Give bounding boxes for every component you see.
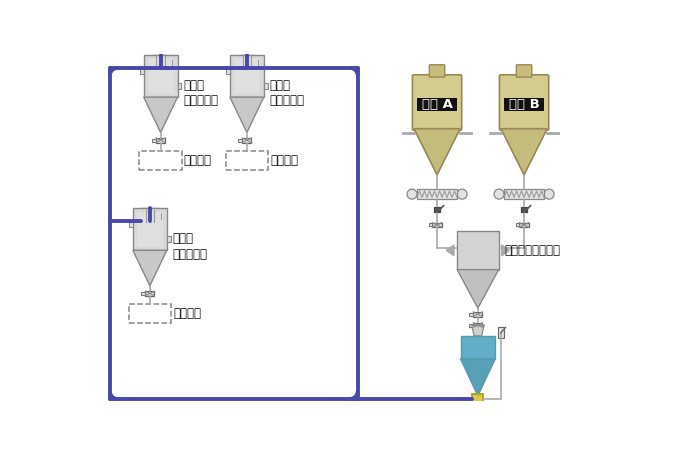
- Polygon shape: [460, 359, 495, 396]
- Text: ホッパ
（送り先）: ホッパ （送り先）: [269, 79, 304, 107]
- Bar: [141, 292, 146, 295]
- Bar: [515, 223, 520, 226]
- Bar: [239, 139, 242, 142]
- Text: ホッパ
（送り先）: ホッパ （送り先）: [172, 233, 207, 261]
- Bar: [417, 98, 457, 111]
- Bar: [148, 58, 173, 93]
- Polygon shape: [472, 325, 484, 336]
- Bar: [139, 151, 182, 170]
- Polygon shape: [457, 270, 498, 308]
- Bar: [133, 208, 167, 250]
- Bar: [473, 323, 483, 327]
- Bar: [460, 336, 495, 359]
- Bar: [498, 327, 504, 338]
- Bar: [473, 312, 483, 316]
- Bar: [156, 138, 165, 143]
- Bar: [504, 189, 544, 199]
- Polygon shape: [502, 245, 509, 256]
- Bar: [520, 223, 528, 227]
- Bar: [146, 291, 154, 296]
- Bar: [473, 394, 483, 405]
- Polygon shape: [143, 97, 177, 133]
- Circle shape: [457, 189, 467, 199]
- Bar: [152, 55, 169, 70]
- Bar: [234, 58, 260, 93]
- Polygon shape: [446, 245, 454, 256]
- Bar: [226, 68, 230, 74]
- Bar: [129, 304, 171, 323]
- FancyBboxPatch shape: [499, 75, 549, 130]
- Bar: [504, 98, 544, 111]
- Bar: [230, 55, 264, 97]
- Text: ホッパ
（送り先）: ホッパ （送り先）: [183, 79, 218, 107]
- Bar: [435, 207, 440, 212]
- Bar: [239, 55, 255, 70]
- Polygon shape: [501, 129, 547, 175]
- Bar: [242, 138, 252, 143]
- Bar: [167, 237, 171, 242]
- FancyBboxPatch shape: [412, 75, 462, 130]
- Bar: [129, 222, 133, 227]
- Bar: [152, 139, 156, 142]
- Bar: [417, 189, 457, 199]
- Circle shape: [407, 189, 417, 199]
- Bar: [264, 83, 268, 89]
- Circle shape: [494, 189, 504, 199]
- Text: ミキサー: ミキサー: [173, 307, 201, 320]
- Bar: [522, 207, 527, 212]
- Polygon shape: [414, 129, 460, 175]
- Text: ホッパ（送り元）: ホッパ（送り元）: [504, 244, 560, 257]
- Bar: [143, 55, 177, 97]
- Bar: [137, 212, 163, 247]
- Polygon shape: [230, 97, 264, 133]
- Bar: [256, 58, 262, 67]
- Bar: [469, 324, 473, 327]
- Text: ミキサー: ミキサー: [270, 154, 298, 167]
- Bar: [170, 58, 175, 67]
- Text: 原料 A: 原料 A: [422, 98, 452, 111]
- Bar: [469, 313, 473, 316]
- Bar: [141, 208, 158, 223]
- Polygon shape: [133, 250, 167, 286]
- Bar: [226, 151, 268, 170]
- Text: ミキサー: ミキサー: [184, 154, 211, 167]
- Bar: [457, 231, 498, 270]
- Bar: [140, 68, 143, 74]
- Bar: [432, 223, 442, 227]
- Bar: [177, 83, 182, 89]
- Bar: [159, 212, 165, 220]
- Text: 原料 B: 原料 B: [509, 98, 539, 111]
- Circle shape: [544, 189, 554, 199]
- FancyBboxPatch shape: [429, 65, 445, 77]
- FancyBboxPatch shape: [516, 65, 532, 77]
- Bar: [428, 223, 432, 226]
